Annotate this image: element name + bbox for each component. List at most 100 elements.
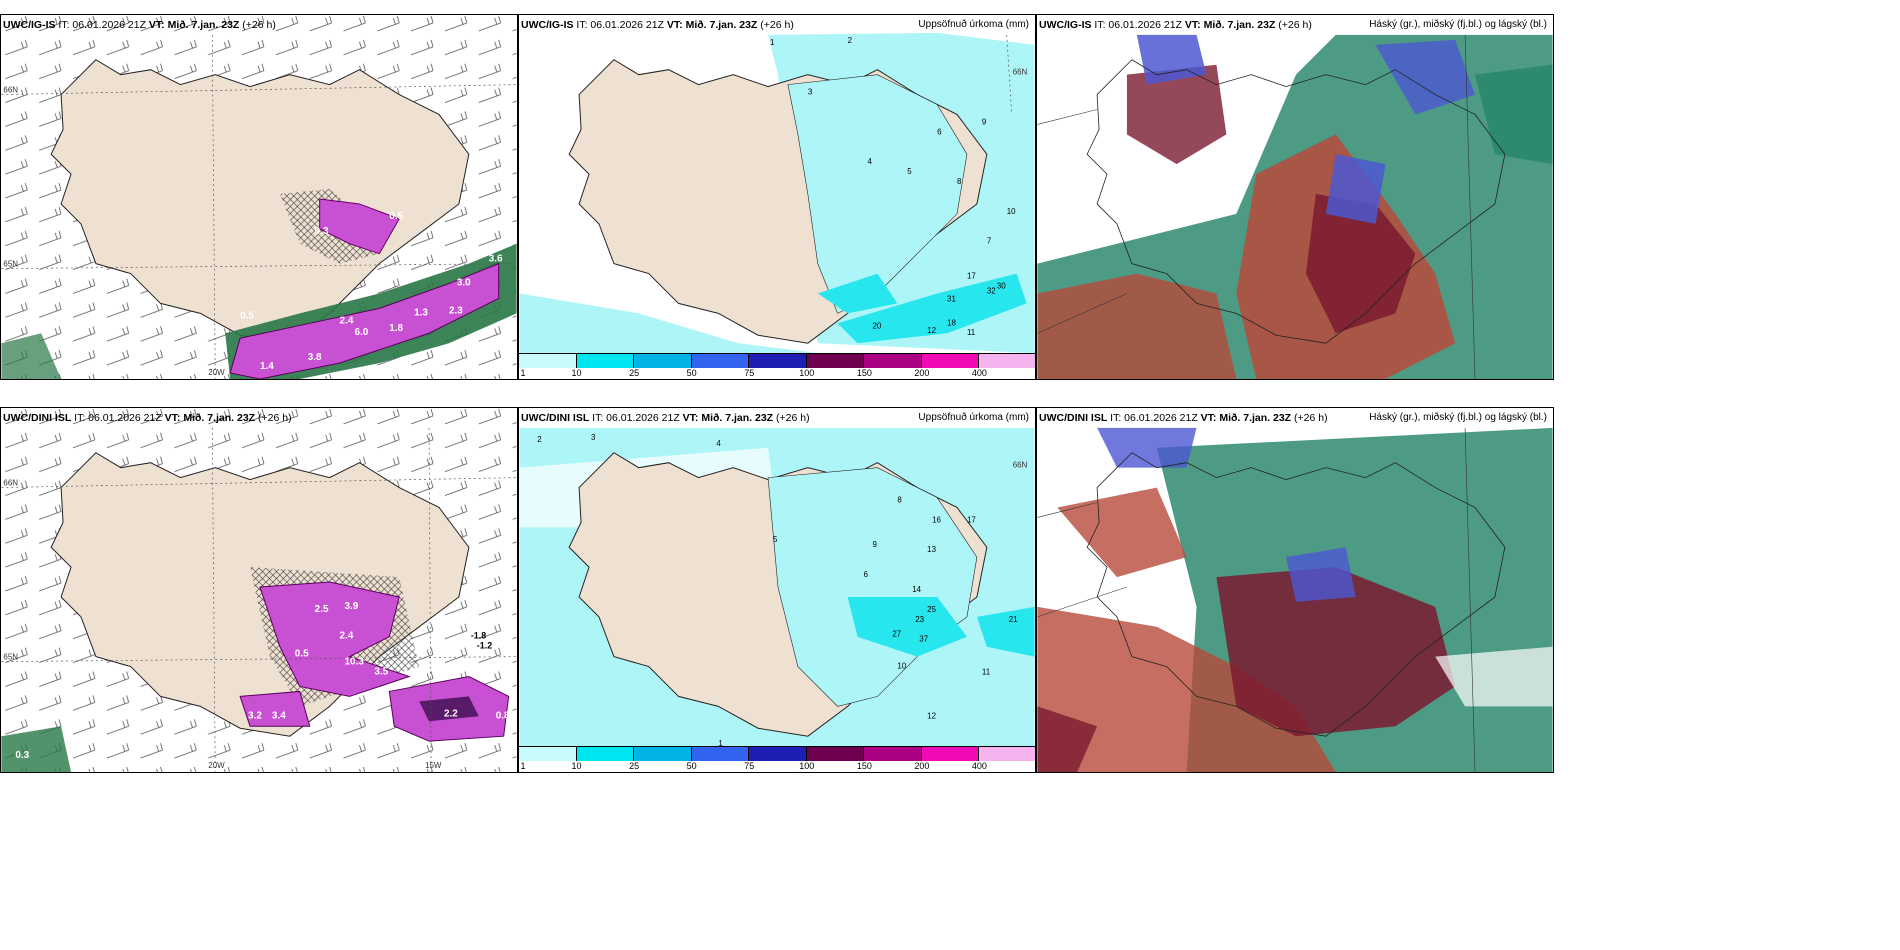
lat-label: 66N: [3, 479, 18, 488]
precip-map: 1 2 3 4 5 6 8 9 10 17 32 30 31 18 20 12 …: [519, 32, 1035, 379]
lat-label: 66N: [1013, 68, 1028, 77]
legend-tick-label: 400: [971, 761, 987, 771]
map-label: -1.8: [471, 631, 486, 641]
precip-color-legend: 1 10 25 50 75 100 150 200 400: [519, 353, 1035, 379]
map-label: 2.4: [340, 315, 354, 326]
map-label: 3.5: [374, 667, 388, 678]
map-label: 8: [957, 177, 962, 186]
map-label: 9: [982, 117, 987, 126]
legend-tick-label: 100: [799, 761, 815, 771]
iceland-land: [50, 59, 470, 344]
precip-map-top-middle: UWC/IG-IS IT: 06.01.2026 21Z VT: Mið. 7.…: [518, 14, 1036, 380]
map-label: 0.5: [240, 310, 254, 321]
lon-label: 15W: [425, 761, 442, 770]
legend-swatch: [979, 353, 1035, 368]
map-label: 1: [770, 38, 775, 47]
field-title: Uppsöfnuð úrkoma (mm): [918, 412, 1029, 423]
legend-swatch: [691, 746, 750, 761]
panel-header: UWC/IG-IS IT: 06.01.2026 21Z VT: Mið. 7.…: [521, 19, 794, 31]
map-label: 3.4: [272, 710, 286, 721]
legend-swatch: [979, 746, 1035, 761]
wind-precip-map-bottom-left: UWC/DINI ISL IT: 06.01.2026 21Z VT: Mið.…: [0, 407, 518, 773]
map-label: 3.8: [308, 352, 322, 363]
map-label: 9: [872, 540, 877, 549]
field-title: Háský (gr.), miðský (fj.bl.) og lágský (…: [1369, 19, 1547, 30]
cloud-cover-map: [1037, 15, 1553, 379]
wind-barb-map: 2.5 3.9 2.4 0.5 10.3 3.5 3.2 3.4 2.2 0.8…: [1, 408, 517, 772]
map-label: 4: [716, 439, 721, 448]
map-label: 2.2: [444, 708, 458, 719]
lat-label: 65N: [3, 260, 18, 269]
legend-tick-label: 10: [571, 368, 582, 378]
map-label: 12: [927, 326, 936, 335]
map-label: 6: [937, 127, 942, 136]
panel-header: UWC/DINI ISL IT: 06.01.2026 21Z VT: Mið.…: [1039, 412, 1328, 424]
map-label: 2.4: [340, 631, 354, 642]
wind-barb-map: 0.3 0.5 2.4 6.0 1.4 3.8 1.3 2.3 3.6 1.8 …: [1, 15, 517, 379]
lon-label: 20W: [208, 368, 225, 377]
legend-tick-label: 1: [520, 761, 526, 771]
legend-swatch: [634, 353, 692, 368]
legend-tick-label: 150: [856, 761, 872, 771]
field-title: Háský (gr.), miðský (fj.bl.) og lágský (…: [1369, 412, 1547, 423]
map-label: 5: [907, 167, 912, 176]
legend-swatch: [806, 353, 865, 368]
map-label: 11: [982, 668, 991, 677]
legend-swatch: [864, 353, 922, 368]
precip-map-bottom-middle: UWC/DINI ISL IT: 06.01.2026 21Z VT: Mið.…: [518, 407, 1036, 773]
map-label: 17: [967, 272, 976, 281]
map-label: 20: [872, 321, 881, 330]
legend-swatch: [576, 353, 635, 368]
map-label: 6.0: [354, 327, 368, 338]
legend-tick-label: 200: [914, 761, 930, 771]
lon-label: 20W: [208, 761, 225, 770]
map-label: 4: [868, 157, 873, 166]
map-label: 23: [915, 615, 924, 624]
map-label: 3.6: [489, 254, 503, 265]
map-label: 0.3: [315, 226, 329, 237]
map-label: -1.2: [477, 641, 492, 651]
legend-tick-label: 25: [629, 368, 640, 378]
map-label: 0.5: [389, 211, 403, 222]
precip-map: 2 3 4 5 6 8 9 13 14 16 17 21 23 25 27 37…: [519, 427, 1035, 748]
map-label: 31: [947, 294, 956, 303]
lat-label: 66N: [1013, 461, 1028, 470]
map-label: 7: [987, 237, 992, 246]
map-label: 11: [967, 328, 976, 337]
cloud-map-top-right: UWC/IG-IS IT: 06.01.2026 21Z VT: Mið. 7.…: [1036, 14, 1554, 380]
precip-color-legend: 1 10 25 50 75 100 150 200 400: [519, 746, 1035, 772]
map-label: 5: [773, 535, 778, 544]
field-title: Uppsöfnuð úrkoma (mm): [918, 19, 1029, 30]
map-label: 10.3: [345, 657, 365, 668]
map-label: 32: [987, 286, 996, 295]
map-label: 14: [912, 585, 921, 594]
map-label: 2: [537, 435, 542, 444]
lat-label: 66N: [3, 86, 18, 95]
legend-swatch: [749, 353, 807, 368]
legend-tick-label: 150: [856, 368, 872, 378]
map-label: 18: [947, 318, 956, 327]
map-label: 17: [967, 515, 976, 524]
panel-header: UWC/IG-IS IT: 06.01.2026 21Z VT: Mið. 7.…: [1039, 19, 1312, 31]
legend-swatch: [921, 746, 980, 761]
map-label: 3: [591, 433, 596, 442]
legend-tick-label: 10: [571, 761, 582, 771]
map-label: 21: [1009, 615, 1018, 624]
map-label: 3.9: [345, 601, 359, 612]
legend-swatch: [749, 746, 807, 761]
map-label: 13: [927, 545, 936, 554]
map-label: 12: [927, 711, 936, 720]
map-label: 2.3: [449, 305, 463, 316]
lat-label: 65N: [3, 653, 18, 662]
legend-swatch: [519, 746, 577, 761]
map-label: 27: [892, 630, 901, 639]
map-label: 3: [808, 88, 813, 97]
map-label: 1.4: [260, 361, 274, 372]
legend-swatch: [806, 746, 865, 761]
legend-swatch: [921, 353, 980, 368]
map-label: 0.3: [15, 750, 29, 761]
map-label: 25: [927, 605, 936, 614]
map-label: 8: [897, 495, 902, 504]
legend-swatch: [864, 746, 922, 761]
cloud-map-bottom-right: UWC/DINI ISL IT: 06.01.2026 21Z VT: Mið.…: [1036, 407, 1554, 773]
